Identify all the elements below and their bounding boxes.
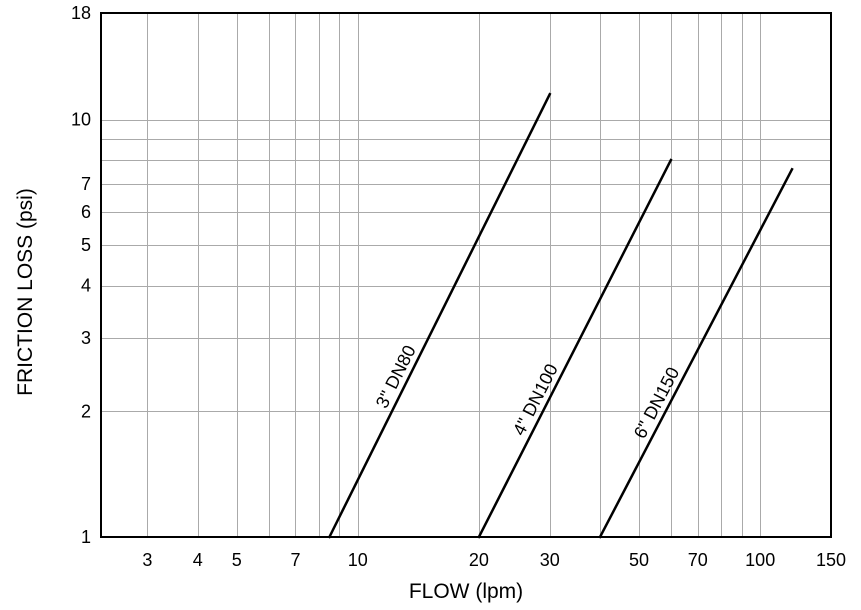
y-tick-label: 3: [81, 328, 91, 348]
plot-frame: [100, 12, 832, 538]
series-lines: [327, 92, 794, 539]
x-tick-label: 20: [469, 550, 489, 570]
y-tick-label: 2: [81, 401, 91, 421]
y-tick-label: 5: [81, 235, 91, 255]
x-tick-label: 5: [232, 550, 242, 570]
y-tick-label: 1: [81, 527, 91, 547]
x-tick-label: 30: [540, 550, 560, 570]
series-line: [327, 92, 552, 539]
x-tick-label: 100: [745, 550, 775, 570]
y-tick-label: 6: [81, 202, 91, 222]
y-tick-label: 18: [71, 3, 91, 23]
y-axis-title: FRICTION LOSS (psi): [14, 188, 37, 396]
x-tick-label: 150: [816, 550, 846, 570]
series-line: [477, 158, 673, 539]
grid-lines: [101, 13, 832, 538]
x-tick-label: 50: [629, 550, 649, 570]
series-line: [598, 167, 794, 539]
x-tick-labels: 3 4 5 7 10 20 30 50 70 100 150: [142, 550, 846, 570]
y-tick-label: 7: [81, 174, 91, 194]
x-tick-label: 3: [142, 550, 152, 570]
x-tick-label: 70: [688, 550, 708, 570]
x-tick-label: 4: [193, 550, 203, 570]
y-tick-labels: 1 2 3 4 5 6 7 10 18: [71, 3, 91, 547]
y-tick-label: 10: [71, 110, 91, 130]
x-tick-label: 7: [290, 550, 300, 570]
y-tick-label: 4: [81, 276, 91, 296]
x-tick-label: 10: [348, 550, 368, 570]
x-axis-title: FLOW (lpm): [409, 580, 523, 603]
